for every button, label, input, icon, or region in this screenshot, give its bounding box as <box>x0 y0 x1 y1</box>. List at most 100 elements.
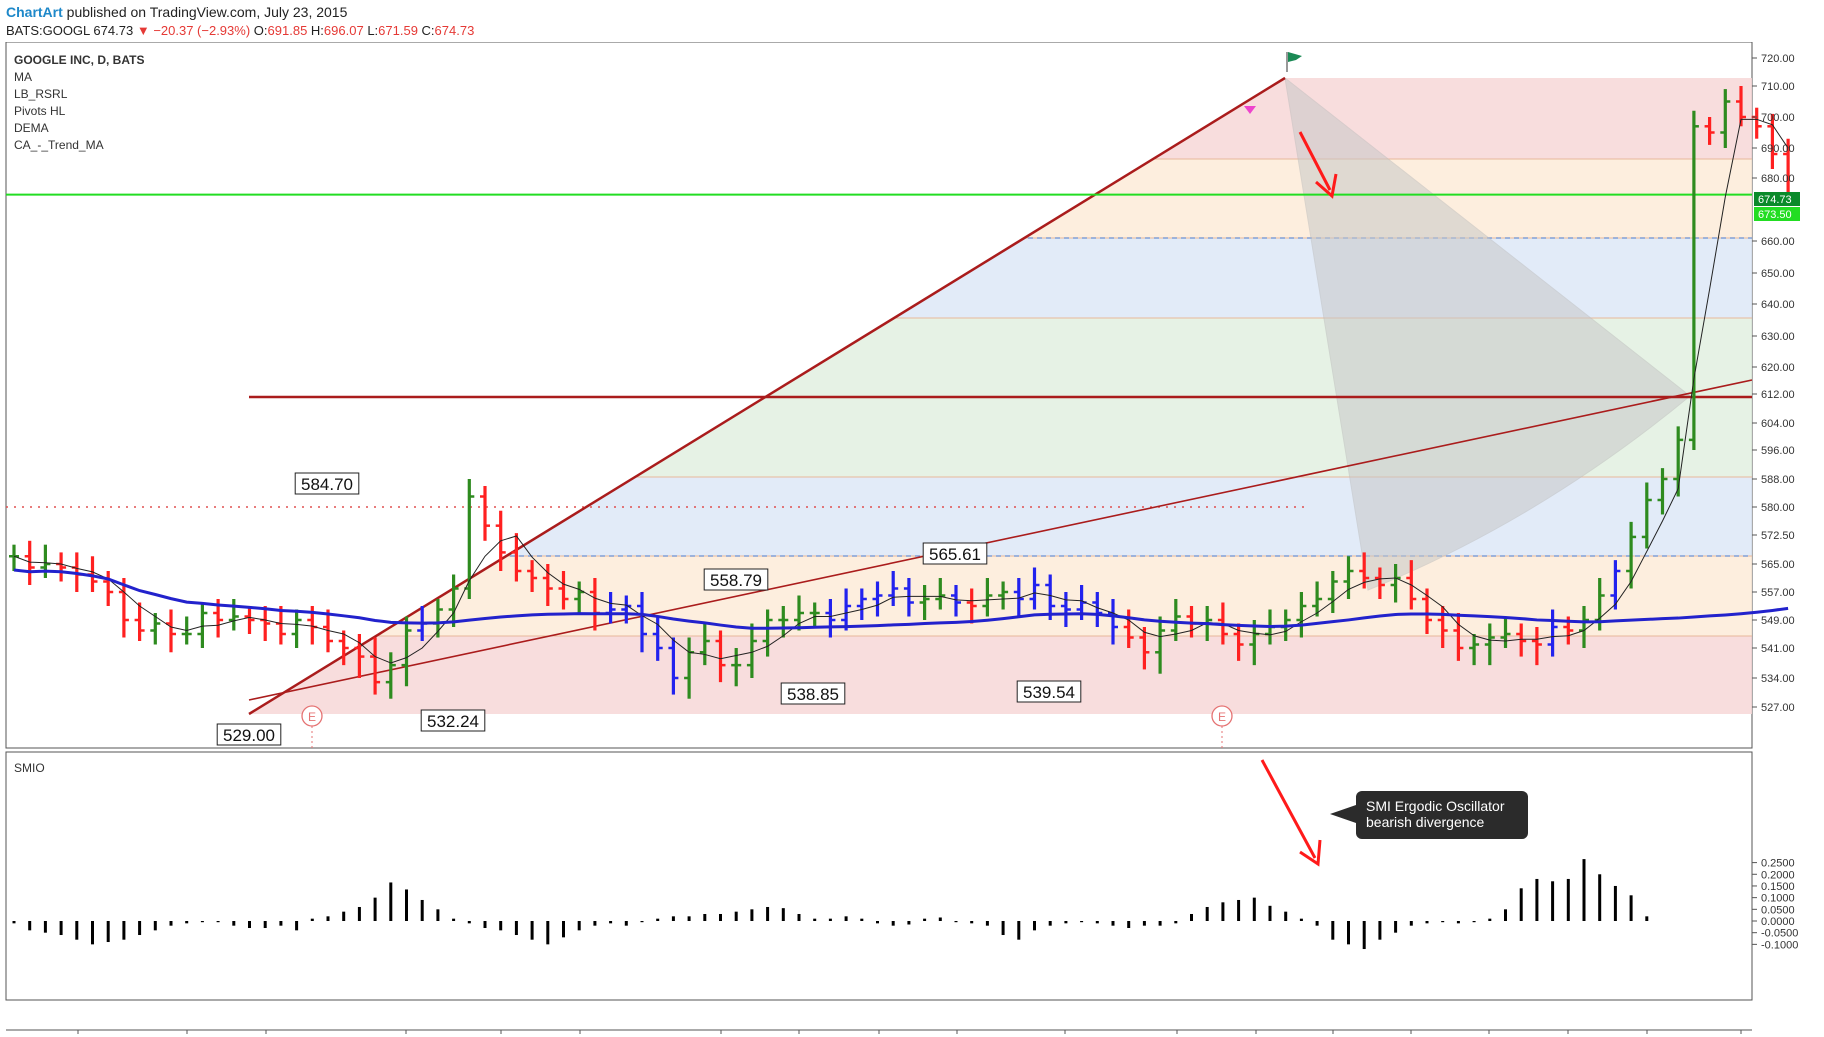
oscillator-bar <box>138 921 142 936</box>
oscillator-bar <box>1613 885 1617 921</box>
close-value: 674.73 <box>434 23 475 38</box>
oscillator-bar <box>907 921 911 925</box>
oscillator-bar <box>43 921 47 933</box>
oscillator-bar <box>954 921 958 923</box>
oscillator-bar <box>640 921 644 923</box>
fib-zone-5 <box>376 556 1752 636</box>
bearish-arrowhead-price <box>1315 173 1338 199</box>
oscillator-bar <box>389 882 393 921</box>
earnings-label: E <box>308 710 316 724</box>
price-tick-label: 527.00 <box>1761 702 1795 714</box>
price-tick-label: 549.00 <box>1761 615 1795 627</box>
pivot-label: 532.24 <box>427 712 479 731</box>
annotation-line-1: SMI Ergodic Oscillator <box>1366 798 1505 814</box>
oscillator-bar <box>1441 921 1445 923</box>
legend-item-lb-rsrl[interactable]: LB_RSRL <box>14 87 68 101</box>
price-tick-label: 680.00 <box>1761 173 1795 185</box>
pivot-label-box <box>420 709 486 732</box>
price-tick-label: 541.00 <box>1761 643 1795 655</box>
bearish-arrow-osc <box>1260 759 1317 859</box>
oscillator-bar <box>28 921 32 931</box>
oscillator-bar <box>1472 921 1476 923</box>
price-tick-label: 710.00 <box>1761 81 1795 93</box>
brand-logo[interactable]: ChartArt <box>6 4 63 20</box>
oscillator-bar <box>844 916 848 921</box>
down-arrow-icon: ▼ <box>136 23 150 38</box>
indicator-legend: GOOGLE INC, D, BATS MA LB_RSRL Pivots HL… <box>14 52 144 154</box>
oscillator-bar <box>1205 906 1209 921</box>
oscillator-bar <box>1566 878 1570 921</box>
price-change: −20.37 (−2.93%) <box>153 23 251 38</box>
oscillator-bar <box>1001 921 1005 936</box>
oscillator-bar <box>295 921 299 931</box>
oscillator-bar <box>1221 902 1225 921</box>
symbol-name[interactable]: BATS:GOOGL <box>6 23 90 38</box>
pivot-label: 584.70 <box>301 475 353 494</box>
pivot-label-box <box>703 568 769 591</box>
oscillator-panel <box>5 751 1753 1001</box>
oscillator-bar <box>828 918 832 921</box>
pivot-label: 538.85 <box>787 685 839 704</box>
oscillator-bar <box>122 921 126 940</box>
oscillator-bar <box>169 921 173 926</box>
oscillator-bar <box>106 921 110 943</box>
annotation-callout[interactable]: SMI Ergodic Oscillator bearish divergenc… <box>1330 791 1528 839</box>
price-tag-label: 673.50 <box>1758 209 1792 221</box>
oscillator-bar <box>1629 895 1633 921</box>
legend-item-pivots-hl[interactable]: Pivots HL <box>14 104 66 118</box>
legend-item-trend-ma[interactable]: CA_-_Trend_MA <box>14 138 104 152</box>
oscillator-bar <box>876 921 879 924</box>
oscillator-bar <box>499 921 503 931</box>
oscillator-bar <box>373 897 377 921</box>
price-tick-label: 690.00 <box>1761 143 1795 155</box>
oscillator-bar <box>1378 921 1382 940</box>
oscillator-bar <box>185 921 189 924</box>
open-value: 691.85 <box>267 23 308 38</box>
dema-line <box>13 118 1789 664</box>
price-tick-label: 588.00 <box>1761 474 1795 486</box>
oscillator-bar <box>593 921 597 926</box>
oscillator-bar <box>200 921 204 923</box>
oscillator-bar <box>232 921 236 926</box>
pivot-label-box <box>294 472 360 495</box>
oscillator-bar <box>1048 921 1052 926</box>
oscillator-bar <box>1284 911 1288 921</box>
legend-item-ma[interactable]: MA <box>14 70 32 84</box>
pivot-label: 529.00 <box>223 726 275 745</box>
oscillator-bar <box>750 909 754 921</box>
oscillator-bar <box>1488 918 1492 921</box>
oscillator-bar <box>1142 921 1146 926</box>
oscillator-bar <box>452 918 456 921</box>
oscillator-bar <box>75 921 79 940</box>
price-tick-label: 660.00 <box>1761 236 1795 248</box>
oscillator-bar <box>59 921 63 936</box>
pivot-label-box <box>922 542 988 565</box>
oscillator-bar <box>263 921 267 929</box>
pivot-marker-icon <box>1244 106 1256 114</box>
oscillator-bar <box>436 909 440 921</box>
oscillator-bar <box>1127 921 1131 929</box>
price-tick-label: 640.00 <box>1761 299 1795 311</box>
oscillator-bar <box>1504 909 1507 921</box>
oscillator-bar <box>656 918 660 921</box>
oscillator-bar <box>938 917 942 921</box>
oscillator-bar <box>1190 913 1193 921</box>
oscillator-bar <box>1268 905 1272 921</box>
oscillator-bar <box>153 921 157 931</box>
oscillator-bar <box>514 921 518 936</box>
price-tag <box>1754 192 1800 206</box>
pivot-label: 558.79 <box>710 571 762 590</box>
pivot-label: 539.54 <box>1023 683 1075 702</box>
legend-item-dema[interactable]: DEMA <box>14 121 49 135</box>
oscillator-bar <box>91 921 94 945</box>
oscillator-bar <box>734 911 738 921</box>
oscillator-tick-label: 0.2000 <box>1761 869 1795 881</box>
oscillator-tick-label: 0.1000 <box>1761 893 1795 905</box>
oscillator-bar <box>1456 921 1460 924</box>
oscillator-bar <box>719 913 722 921</box>
high-value: 696.07 <box>323 23 364 38</box>
oscillator-bar <box>1519 888 1523 921</box>
oscillator-bar <box>546 921 550 945</box>
price-tick-label: 612.00 <box>1761 389 1795 401</box>
